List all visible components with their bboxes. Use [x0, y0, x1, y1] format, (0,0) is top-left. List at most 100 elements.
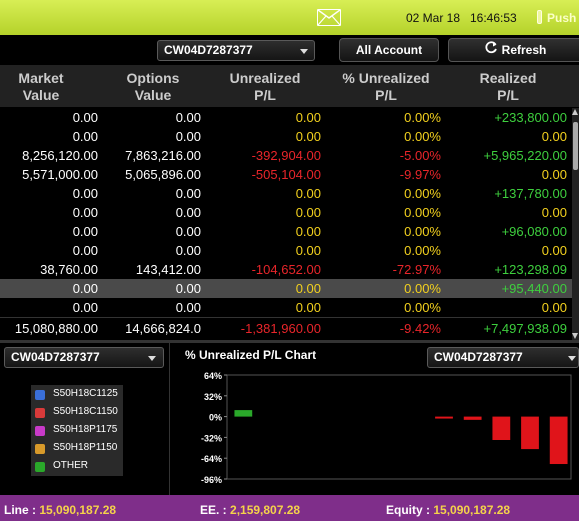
- column-header-pct-unrealized-pl[interactable]: % Unrealized P/L: [336, 70, 436, 104]
- column-header-unrealized-pl[interactable]: Unrealized P/L: [220, 70, 310, 104]
- table-row[interactable]: 0.00 0.00 0.00 0.00% 0.00: [0, 127, 579, 146]
- push-label[interactable]: Push: [547, 11, 577, 25]
- cell-unrealized-pl: 0.00: [295, 300, 321, 315]
- table-row[interactable]: 0.00 0.00 0.00 0.00% 0.00: [0, 241, 579, 260]
- cell-realized-pl: 0.00: [541, 300, 567, 315]
- footer-ee: EE. : 2,159,807.28: [200, 503, 300, 517]
- header-time: 16:46:53: [470, 11, 517, 25]
- legend-swatch-icon: [35, 462, 45, 472]
- account-select[interactable]: CW04D7287377: [157, 40, 315, 61]
- table-row[interactable]: 8,256,120.00 7,863,216.00 -392,904.00 -5.00…: [0, 146, 579, 165]
- scroll-down-icon[interactable]: [572, 333, 578, 339]
- cell-unrealized-pl: 0.00: [295, 243, 321, 258]
- legend-swatch-icon: [35, 444, 45, 454]
- chart-bar: [521, 416, 539, 450]
- cell-realized-pl: +7,497,938.09: [483, 321, 568, 336]
- cell-options-value: 0.00: [175, 300, 201, 315]
- cell-market-value: 0.00: [72, 129, 98, 144]
- column-header-line: P/L: [254, 87, 276, 103]
- cell-unrealized-pl: 0.00: [295, 205, 321, 220]
- footer-line-value: 15,090,187.28: [39, 503, 117, 517]
- unrealized-pl-chart: 64% 32% 0% -32% -64% -96%: [201, 371, 572, 485]
- legend-label: S50H18P1150: [53, 442, 118, 453]
- chart-plot-area: [226, 374, 572, 480]
- table-row[interactable]: 0.00 0.00 0.00 0.00% +96,080.00: [0, 222, 579, 241]
- cell-unrealized-pl: -1,381,960.00: [240, 321, 321, 336]
- table-scrollbar-thumb[interactable]: [573, 122, 578, 170]
- column-header-market-value[interactable]: Market Value: [4, 70, 78, 104]
- cell-unrealized-pl: 0.00: [295, 281, 321, 296]
- all-account-label: All Account: [355, 43, 423, 57]
- column-header-line: Value: [22, 87, 60, 103]
- cell-realized-pl: 0.00: [541, 205, 567, 220]
- cell-unrealized-pl: 0.00: [295, 129, 321, 144]
- refresh-button[interactable]: Refresh: [448, 38, 579, 62]
- cell-pct-unrealized: -5.00%: [399, 148, 441, 163]
- cell-pct-unrealized: 0.00%: [404, 224, 441, 239]
- legend-swatch-icon: [35, 408, 45, 418]
- cell-market-value: 0.00: [72, 243, 98, 258]
- cell-options-value: 0.00: [175, 281, 201, 296]
- mail-icon[interactable]: [317, 9, 341, 26]
- table-row[interactable]: 38,760.00 143,412.00 -104,652.00 -72.97% +12…: [0, 260, 579, 279]
- scroll-up-icon[interactable]: [572, 109, 578, 115]
- cell-options-value: 143,412.00: [135, 262, 201, 277]
- column-header-line: P/L: [375, 87, 397, 103]
- legend-swatch-icon: [35, 390, 45, 400]
- cell-pct-unrealized: 0.00%: [404, 186, 441, 201]
- cell-realized-pl: 0.00: [541, 129, 567, 144]
- footer-line-label: Line :: [4, 503, 36, 517]
- all-account-button[interactable]: All Account: [339, 38, 439, 62]
- legend-swatch-icon: [35, 426, 45, 436]
- column-header-realized-pl[interactable]: Realized P/L: [470, 70, 546, 104]
- cell-options-value: 0.00: [175, 186, 201, 201]
- chart-y-tick-label: -32%: [201, 433, 222, 443]
- chart-bar: [492, 416, 511, 440]
- table-scrollbar[interactable]: [572, 108, 579, 340]
- cell-pct-unrealized: 0.00%: [404, 129, 441, 144]
- table-row[interactable]: 0.00 0.00 0.00 0.00% +137,780.00: [0, 184, 579, 203]
- table-row[interactable]: 0.00 0.00 0.00 0.00% +95,440.00: [0, 279, 579, 298]
- legend-label: S50H18C1125: [53, 388, 118, 399]
- chevron-down-icon: [300, 49, 308, 54]
- cell-unrealized-pl: 0.00: [295, 224, 321, 239]
- chart-bar: [549, 416, 568, 465]
- chart-y-tick-label: -96%: [201, 475, 222, 485]
- chart-y-tick-label: -64%: [201, 454, 222, 464]
- table-row[interactable]: 5,571,000.00 5,065,896.00 -505,104.00 -9.97…: [0, 165, 579, 184]
- column-header-line: Value: [134, 87, 172, 103]
- chart-y-tick-label: 64%: [204, 371, 222, 381]
- chart-bar: [435, 416, 453, 419]
- chart-account-value: CW04D7287377: [434, 350, 523, 364]
- cell-realized-pl: +5,965,220.00: [483, 148, 568, 163]
- legend-label: S50H18C1150: [53, 406, 118, 417]
- refresh-icon: [485, 39, 498, 61]
- positions-table-body: 0.00 0.00 0.00 0.00% +233,800.00 0.00 0.00 0.00…: [0, 108, 579, 338]
- column-header-options-value[interactable]: Options Value: [114, 70, 192, 104]
- table-row[interactable]: 0.00 0.00 0.00 0.00% 0.00: [0, 298, 579, 317]
- cell-realized-pl: +95,440.00: [501, 281, 567, 296]
- cell-options-value: 7,863,216.00: [125, 148, 201, 163]
- cell-options-value: 0.00: [175, 110, 201, 125]
- cell-market-value: 0.00: [72, 110, 98, 125]
- refresh-label: Refresh: [501, 43, 547, 57]
- chart-account-select[interactable]: CW04D7287377: [427, 347, 579, 368]
- footer-line: Line : 15,090,187.28: [4, 503, 116, 517]
- cell-realized-pl: 0.00: [541, 243, 567, 258]
- table-row[interactable]: 0.00 0.00 0.00 0.00% 0.00: [0, 203, 579, 222]
- cell-options-value: 0.00: [175, 224, 201, 239]
- legend-label: S50H18P1175: [53, 424, 118, 435]
- cell-pct-unrealized: 0.00%: [404, 300, 441, 315]
- cell-market-value: 15,080,880.00: [14, 321, 98, 336]
- cell-unrealized-pl: 0.00: [295, 110, 321, 125]
- cell-pct-unrealized: -72.97%: [392, 262, 441, 277]
- cell-market-value: 0.00: [72, 300, 98, 315]
- column-header-line: Market: [18, 70, 64, 86]
- push-indicator-icon: [537, 10, 542, 24]
- footer-equity-label: Equity :: [386, 503, 430, 517]
- chart-y-tick-label: 0%: [209, 413, 222, 423]
- chart-y-tick-label: 32%: [204, 392, 222, 402]
- allocation-account-select[interactable]: CW04D7287377: [4, 347, 164, 368]
- table-total-row[interactable]: 15,080,880.00 14,666,824.0 -1,381,960.00 -9…: [0, 317, 579, 338]
- table-row[interactable]: 0.00 0.00 0.00 0.00% +233,800.00: [0, 108, 579, 127]
